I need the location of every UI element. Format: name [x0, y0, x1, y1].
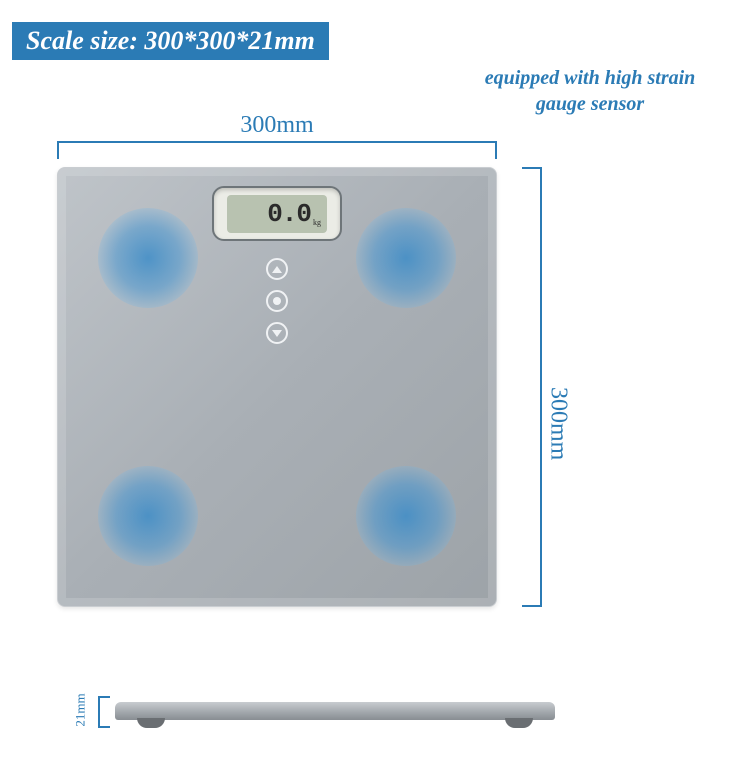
side-body — [115, 702, 555, 720]
width-bracket — [57, 141, 497, 161]
lcd-unit: kg — [313, 218, 321, 227]
down-button[interactable] — [266, 322, 288, 344]
lcd-reading: 0.0 — [267, 199, 311, 229]
side-foot-right — [505, 718, 533, 728]
scale-top-view: 0.0 kg — [57, 167, 497, 607]
lcd-display: 0.0 kg — [212, 186, 342, 241]
width-label: 300mm — [57, 112, 497, 139]
height-label: 300mm — [545, 387, 572, 460]
tagline-text: equipped with high strain gauge sensor — [475, 65, 705, 117]
thickness-bracket — [98, 696, 110, 728]
height-dimension: 300mm — [522, 167, 572, 607]
control-buttons — [266, 258, 288, 344]
scale-side-view — [115, 702, 555, 730]
height-bracket — [522, 167, 542, 607]
side-foot-left — [137, 718, 165, 728]
sensor-top-right — [356, 208, 456, 308]
lcd-screen: 0.0 kg — [227, 195, 327, 233]
thickness-dimension: 21mm — [70, 690, 106, 730]
dot-icon — [273, 297, 281, 305]
title-banner: Scale size: 300*300*21mm — [12, 22, 329, 60]
sensor-top-left — [98, 208, 198, 308]
set-button[interactable] — [266, 290, 288, 312]
thickness-label: 21mm — [73, 693, 89, 726]
sensor-bottom-left — [98, 466, 198, 566]
up-button[interactable] — [266, 258, 288, 280]
width-dimension: 300mm — [57, 112, 497, 161]
triangle-down-icon — [272, 330, 282, 337]
triangle-up-icon — [272, 266, 282, 273]
sensor-bottom-right — [356, 466, 456, 566]
